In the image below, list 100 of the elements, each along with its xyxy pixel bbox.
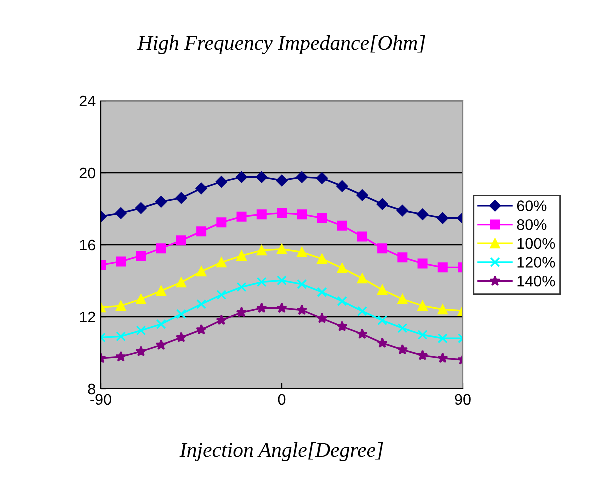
- point: [337, 220, 348, 231]
- y-tick-label: 24: [80, 96, 96, 107]
- x-tick-label: 90: [455, 394, 471, 406]
- legend-label: 60%: [517, 200, 547, 212]
- point: [297, 247, 308, 258]
- point: [156, 340, 167, 350]
- legend-label: 80%: [517, 219, 547, 230]
- point: [236, 306, 248, 318]
- legend-label: 100%: [518, 238, 556, 250]
- point: [418, 330, 428, 340]
- point: [376, 198, 388, 210]
- point: [277, 244, 287, 254]
- x-tick-label: 0: [278, 394, 286, 406]
- point: [116, 332, 126, 342]
- y-tick-label: 12: [80, 312, 96, 323]
- legend-label: 120%: [518, 257, 556, 268]
- point: [156, 196, 168, 208]
- point: [296, 304, 308, 316]
- point: [156, 286, 166, 296]
- point: [236, 250, 247, 261]
- point: [336, 180, 348, 192]
- point: [176, 332, 187, 342]
- point: [337, 263, 348, 274]
- point: [296, 172, 308, 184]
- point: [418, 301, 428, 312]
- point: [357, 232, 368, 242]
- point: [136, 294, 146, 304]
- x-axis-title: Injection Angle[Degree]: [180, 442, 384, 462]
- point: [216, 218, 227, 228]
- point: [196, 266, 207, 277]
- point: [196, 182, 208, 194]
- point: [357, 274, 368, 284]
- point: [356, 190, 368, 202]
- point: [136, 346, 147, 357]
- point: [196, 226, 207, 237]
- point: [236, 172, 248, 184]
- point: [277, 208, 287, 218]
- x-tick-label: -90: [90, 394, 112, 406]
- point: [116, 301, 126, 312]
- point: [277, 276, 287, 286]
- point: [398, 252, 408, 263]
- point: [276, 174, 288, 186]
- point: [398, 294, 408, 304]
- point: [357, 306, 368, 316]
- point: [256, 277, 267, 288]
- point: [176, 278, 186, 288]
- point: [236, 282, 247, 292]
- point: [156, 319, 166, 330]
- point: [256, 302, 268, 314]
- point: [378, 316, 388, 326]
- point: [396, 205, 408, 217]
- legend-label: 140%: [518, 276, 556, 287]
- point: [136, 326, 146, 336]
- point: [356, 328, 368, 340]
- point: [437, 212, 449, 224]
- point: [256, 172, 268, 184]
- point: [216, 290, 227, 300]
- y-tick-label: 20: [80, 168, 96, 179]
- point: [156, 244, 166, 254]
- point: [316, 172, 328, 184]
- point: [196, 324, 208, 335]
- y-tick-label: 16: [80, 240, 96, 251]
- y-tick-label: 8: [88, 384, 96, 395]
- chart-title: High Frequency Impedance[Ohm]: [138, 36, 426, 54]
- point: [135, 202, 147, 214]
- point: [136, 250, 146, 261]
- point: [317, 287, 328, 298]
- point: [216, 314, 228, 326]
- point: [236, 212, 247, 222]
- point: [316, 312, 328, 324]
- point: [116, 256, 126, 267]
- point: [297, 279, 308, 290]
- point: [417, 208, 429, 220]
- point: [337, 296, 348, 306]
- point: [438, 304, 448, 315]
- point: [176, 192, 188, 204]
- point: [398, 323, 408, 334]
- point: [378, 285, 388, 295]
- point: [438, 334, 448, 344]
- point: [297, 210, 308, 220]
- point: [176, 309, 186, 320]
- point: [317, 254, 328, 264]
- point: [276, 302, 288, 314]
- point: [216, 176, 228, 188]
- point: [438, 262, 448, 273]
- point: [196, 299, 207, 310]
- point: [418, 258, 428, 269]
- point: [317, 213, 328, 224]
- point: [256, 210, 267, 220]
- point: [216, 258, 227, 268]
- point: [417, 350, 428, 360]
- point: [377, 338, 388, 348]
- point: [116, 351, 127, 362]
- point: [115, 208, 127, 220]
- point: [437, 352, 448, 364]
- point: [397, 344, 408, 355]
- point: [176, 236, 186, 246]
- point: [256, 246, 267, 256]
- point: [336, 321, 348, 332]
- point: [378, 244, 388, 254]
